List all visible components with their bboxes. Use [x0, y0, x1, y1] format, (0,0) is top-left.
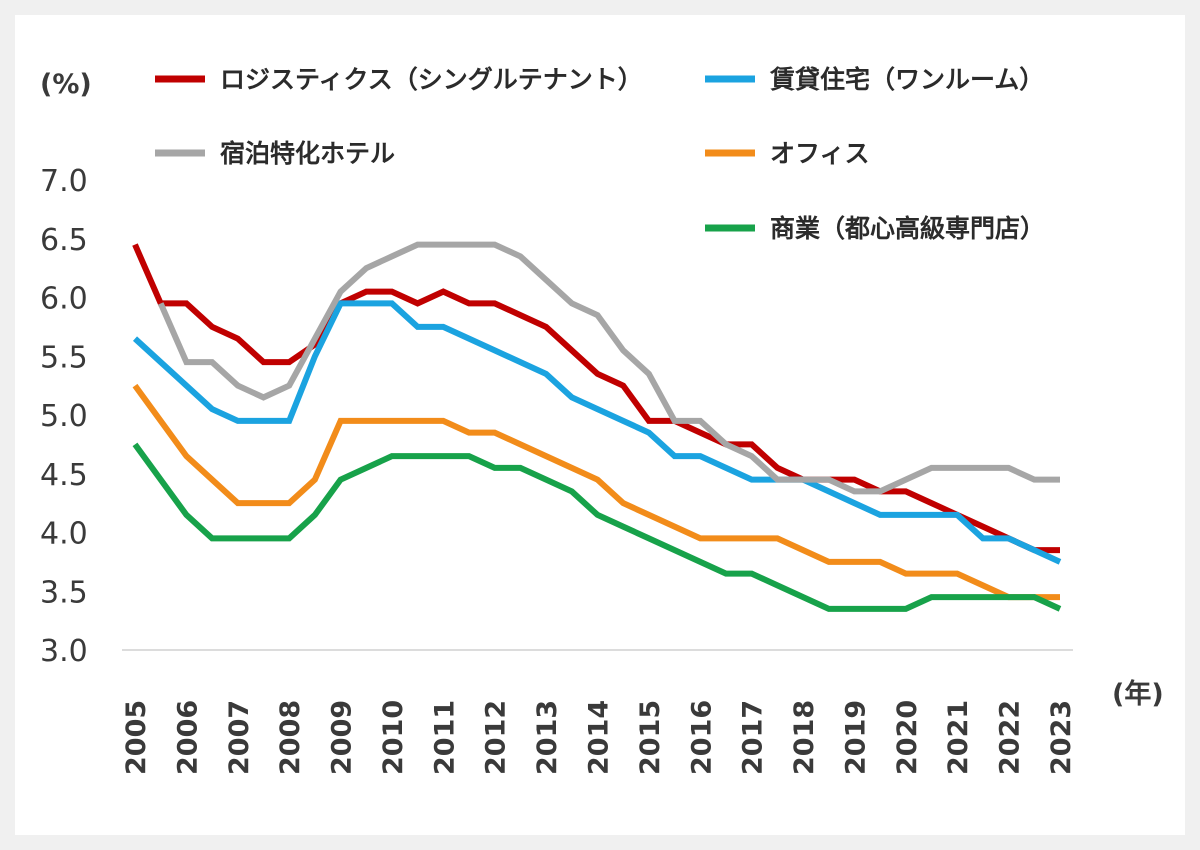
y-tick-label: 6.5: [40, 223, 88, 258]
y-axis-unit: (%): [40, 69, 92, 100]
x-tick-label: 2008: [275, 700, 306, 775]
legend-label-4: 商業（都心高級専門店）: [770, 214, 1045, 243]
legend-label-1: 賃貸住宅（ワンルーム）: [769, 65, 1044, 94]
x-tick-label: 2005: [121, 700, 152, 775]
x-tick-label: 2018: [789, 700, 820, 775]
x-tick-label: 2020: [892, 700, 923, 775]
series-line-0: [132, 243, 1060, 554]
y-tick-label: 5.0: [40, 399, 88, 434]
y-tick-label: 3.0: [40, 634, 88, 669]
series-line-2: [157, 241, 1060, 495]
x-tick-label: 2023: [1046, 700, 1077, 775]
y-tick-label: 4.5: [40, 458, 88, 493]
y-tick-label: 4.0: [40, 517, 88, 552]
series-line-4: [132, 442, 1062, 612]
x-tick-label: 2009: [327, 700, 358, 775]
y-tick-label: 6.0: [40, 282, 88, 317]
x-tick-label: 2006: [172, 700, 203, 775]
chart-card: [15, 15, 1185, 835]
x-tick-label: 2013: [532, 700, 563, 775]
x-tick-label: 2017: [738, 700, 769, 775]
x-tick-label: 2007: [224, 700, 255, 775]
legend-label-3: オフィス: [770, 139, 870, 168]
x-tick-label: 2021: [943, 700, 974, 775]
y-tick-label: 3.5: [40, 575, 88, 610]
x-tick-label: 2022: [995, 700, 1026, 775]
legend-label-0: ロジスティクス（シングルテナント）: [220, 65, 643, 94]
x-tick-label: 2015: [635, 700, 666, 775]
x-tick-label: 2016: [686, 700, 717, 775]
x-tick-label: 2012: [481, 700, 512, 775]
series-line-3: [132, 383, 1060, 601]
y-tick-label: 5.5: [40, 340, 88, 375]
x-tick-label: 2014: [584, 700, 615, 775]
x-axis-unit: (年): [1112, 678, 1164, 710]
x-tick-label: 2019: [840, 700, 871, 775]
series-line-1: [132, 300, 1062, 565]
y-tick-label: 7.0: [40, 164, 88, 199]
x-tick-label: 2011: [429, 700, 460, 775]
legend-label-2: 宿泊特化ホテル: [220, 139, 395, 168]
x-tick-label: 2010: [378, 700, 409, 775]
